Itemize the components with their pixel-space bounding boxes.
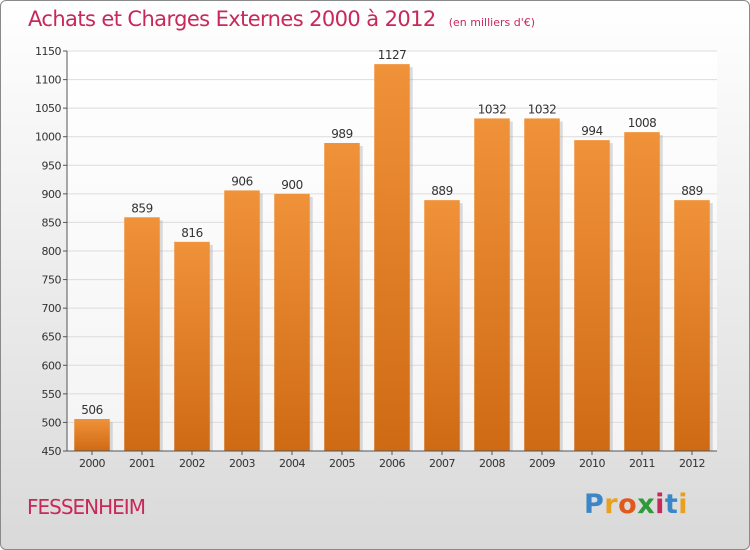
bar (474, 118, 510, 451)
x-tick-label: 2004 (279, 457, 305, 470)
x-tick-label: 2011 (629, 457, 655, 470)
bar-value-label: 989 (331, 127, 352, 141)
proxiti-logo: Proxiti (584, 489, 688, 520)
y-tick-label: 800 (42, 245, 62, 258)
x-tick-label: 2007 (429, 457, 455, 470)
chart-title: Achats et Charges Externes 2000 à 2012 (28, 7, 436, 31)
x-tick-label: 2005 (329, 457, 355, 470)
bar-value-label: 859 (131, 201, 152, 215)
x-tick-label: 2002 (179, 457, 205, 470)
y-tick-label: 650 (42, 331, 62, 344)
x-tick-label: 2009 (529, 457, 555, 470)
bar (674, 200, 710, 451)
x-tick-label: 2001 (129, 457, 155, 470)
commune-name: FESSENHEIM (27, 495, 146, 519)
logo-letter: i (678, 489, 689, 520)
x-tick-label: 2003 (229, 457, 255, 470)
logo-letter: i (655, 489, 665, 520)
bar (624, 132, 660, 451)
bar (74, 419, 110, 451)
title-row: Achats et Charges Externes 2000 à 2012 (… (28, 7, 535, 31)
x-tick-label: 2000 (79, 457, 105, 470)
y-tick-label: 900 (42, 188, 62, 201)
chart-subtitle: (en milliers d'€) (448, 16, 536, 29)
logo-letter: x (637, 489, 656, 520)
y-tick-label: 1050 (35, 102, 61, 115)
y-tick-label: 1100 (35, 74, 61, 87)
x-tick-label: 2008 (479, 457, 505, 470)
bar-value-label: 889 (431, 184, 452, 198)
bar (324, 143, 360, 451)
logo-letter: t (664, 489, 679, 520)
y-tick-label: 1150 (35, 45, 61, 58)
labels-layer: 506 859 816 906 900 989 1127 889 1032 1032 994 1008… (81, 48, 703, 417)
y-tick-label: 1000 (35, 131, 61, 144)
bar-value-label: 1008 (628, 116, 657, 130)
bar (224, 190, 260, 451)
bar (174, 241, 210, 451)
y-tick-label: 450 (42, 445, 62, 458)
bar-value-label: 506 (81, 403, 102, 417)
x-tick-label: 2012 (679, 457, 705, 470)
bar (124, 217, 160, 451)
y-tick-label: 600 (42, 359, 62, 372)
bar-value-label: 994 (581, 124, 602, 138)
y-tick-label: 550 (42, 388, 62, 401)
bar-value-label: 1032 (528, 102, 557, 116)
y-tick-label: 700 (42, 302, 62, 315)
bar-value-label: 816 (181, 226, 202, 240)
y-tick-label: 750 (42, 274, 62, 287)
bar (374, 64, 410, 451)
x-tick-label: 2006 (379, 457, 405, 470)
logo-letter: o (618, 489, 638, 520)
y-tick-label: 500 (42, 416, 62, 429)
axis-layer: 450 500 550 600 650 700 750 800 850 900 950 1000 105… (35, 45, 717, 470)
bar-value-label: 900 (281, 178, 302, 192)
logo-letter: r (604, 489, 619, 520)
bar (524, 118, 560, 451)
bars-layer (74, 64, 713, 452)
bar (274, 193, 310, 451)
y-tick-label: 850 (42, 216, 62, 229)
logo-letter: P (584, 489, 605, 520)
x-tick-label: 2010 (579, 457, 605, 470)
y-tick-label: 950 (42, 159, 62, 172)
bar-value-label: 889 (681, 184, 702, 198)
bar-value-label: 1127 (378, 48, 407, 62)
bar-value-label: 1032 (478, 102, 507, 116)
bar-value-label: 906 (231, 174, 252, 188)
bar (574, 140, 610, 451)
bar (424, 200, 460, 451)
